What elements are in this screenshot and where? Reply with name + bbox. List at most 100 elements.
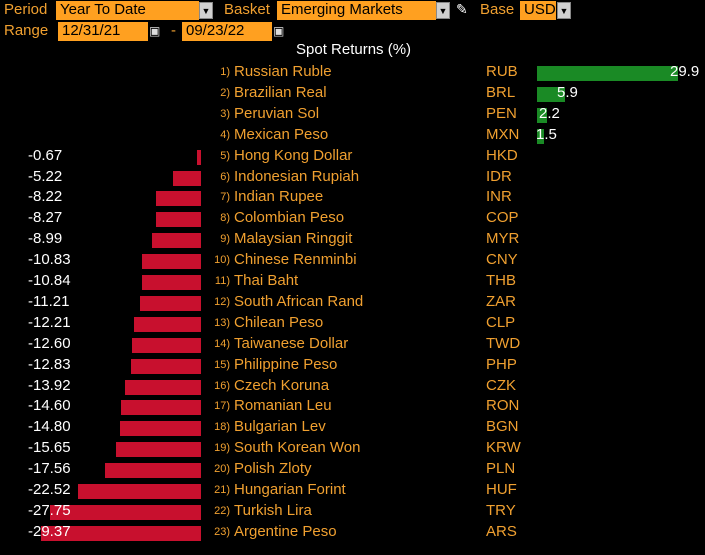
- negative-bar: [142, 254, 201, 269]
- row-currency-name[interactable]: Brazilian Real: [234, 84, 327, 101]
- row-currency-name[interactable]: Polish Zloty: [234, 460, 312, 477]
- negative-bar: [134, 317, 201, 332]
- positive-bar: [537, 129, 544, 144]
- row-currency-name[interactable]: Hong Kong Dollar: [234, 147, 353, 164]
- row-value-label: -5.22: [28, 168, 63, 185]
- range-dash: -: [171, 22, 176, 39]
- row-currency-name[interactable]: Turkish Lira: [234, 502, 312, 519]
- basket-select[interactable]: Emerging Markets: [277, 1, 436, 20]
- row-currency-name[interactable]: Bulgarian Lev: [234, 418, 326, 435]
- row-currency-code: HKD: [486, 147, 518, 164]
- row-rank: 7): [220, 191, 230, 203]
- row-rank: 19): [214, 442, 230, 454]
- row-value-label: -8.27: [28, 209, 63, 226]
- row-currency-code: ZAR: [486, 293, 516, 310]
- positive-bar: [537, 108, 547, 123]
- row-currency-code: BRL: [486, 84, 516, 101]
- negative-bar: [173, 171, 201, 186]
- row-currency-code: RUB: [486, 63, 518, 80]
- row-value-label: -11.21: [28, 293, 70, 310]
- range-end-input[interactable]: 09/23/22: [182, 22, 272, 41]
- period-dropdown-icon[interactable]: ▼: [199, 2, 213, 19]
- row-currency-name[interactable]: Chilean Peso: [234, 314, 324, 331]
- row-rank: 5): [220, 150, 230, 162]
- row-currency-name[interactable]: Indonesian Rupiah: [234, 168, 360, 185]
- row-rank: 14): [214, 338, 230, 350]
- row-rank: 13): [214, 317, 230, 329]
- range-label: Range: [4, 22, 49, 39]
- row-value-label: -27.75: [28, 502, 71, 519]
- row-currency-code: ARS: [486, 523, 517, 540]
- negative-bar: [140, 296, 201, 311]
- row-currency-name[interactable]: Malaysian Ringgit: [234, 230, 353, 247]
- edit-pencil-icon[interactable]: ✎: [456, 1, 468, 17]
- row-currency-code: COP: [486, 209, 519, 226]
- base-select[interactable]: USD: [520, 1, 556, 20]
- row-currency-code: IDR: [486, 168, 512, 185]
- row-rank: 4): [220, 129, 230, 141]
- period-select[interactable]: Year To Date: [56, 1, 199, 20]
- negative-bar: [121, 400, 201, 415]
- row-currency-name[interactable]: Hungarian Forint: [234, 481, 346, 498]
- negative-bar: [78, 484, 201, 499]
- row-value-label: -8.99: [28, 230, 63, 247]
- row-currency-name[interactable]: Romanian Leu: [234, 397, 332, 414]
- period-label: Period: [4, 1, 48, 18]
- row-value-label: -0.67: [28, 147, 63, 164]
- base-dropdown-icon[interactable]: ▼: [557, 2, 571, 19]
- row-currency-name[interactable]: Colombian Peso: [234, 209, 345, 226]
- calendar-icon[interactable]: ▣: [273, 24, 285, 38]
- row-currency-code: PHP: [486, 356, 517, 373]
- row-currency-name[interactable]: South African Rand: [234, 293, 364, 310]
- row-currency-name[interactable]: Peruvian Sol: [234, 105, 320, 122]
- row-currency-code: CNY: [486, 251, 518, 268]
- row-rank: 6): [220, 171, 230, 183]
- row-currency-name[interactable]: Philippine Peso: [234, 356, 338, 373]
- range-start-input[interactable]: 12/31/21: [58, 22, 148, 41]
- negative-bar: [142, 275, 201, 290]
- row-value-label: -12.60: [28, 335, 71, 352]
- row-currency-name[interactable]: Mexican Peso: [234, 126, 329, 143]
- row-currency-code: RON: [486, 397, 520, 414]
- chart-title: Spot Returns (%): [296, 41, 412, 58]
- row-currency-code: MYR: [486, 230, 520, 247]
- row-value-label: 5.9: [557, 84, 578, 101]
- negative-bar: [41, 526, 201, 541]
- row-value-label: -14.80: [28, 418, 71, 435]
- row-value-label: -8.22: [28, 188, 63, 205]
- row-currency-name[interactable]: Chinese Renminbi: [234, 251, 357, 268]
- row-rank: 23): [214, 526, 230, 538]
- row-currency-name[interactable]: South Korean Won: [234, 439, 361, 456]
- row-rank: 1): [220, 66, 230, 78]
- row-currency-code: KRW: [486, 439, 521, 456]
- calendar-icon[interactable]: ▣: [149, 24, 161, 38]
- row-value-label: -15.65: [28, 439, 71, 456]
- row-value-label: -12.21: [28, 314, 71, 331]
- row-value-label: -29.37: [28, 523, 71, 540]
- row-value-label: -22.52: [28, 481, 71, 498]
- row-currency-name[interactable]: Czech Koruna: [234, 377, 330, 394]
- basket-label: Basket: [224, 1, 270, 18]
- row-rank: 8): [220, 212, 230, 224]
- row-rank: 2): [220, 87, 230, 99]
- row-rank: 10): [214, 254, 230, 266]
- negative-bar: [105, 463, 201, 478]
- row-currency-code: PEN: [486, 105, 517, 122]
- row-rank: 11): [214, 275, 230, 287]
- row-currency-name[interactable]: Argentine Peso: [234, 523, 337, 540]
- row-currency-code: THB: [486, 272, 516, 289]
- row-rank: 22): [214, 505, 230, 517]
- row-currency-code: TRY: [486, 502, 516, 519]
- row-currency-name[interactable]: Taiwanese Dollar: [234, 335, 349, 352]
- row-rank: 15): [214, 359, 230, 371]
- row-currency-code: PLN: [486, 460, 516, 477]
- row-currency-code: CLP: [486, 314, 516, 331]
- row-currency-name[interactable]: Indian Rupee: [234, 188, 324, 205]
- row-currency-name[interactable]: Russian Ruble: [234, 63, 332, 80]
- row-rank: 17): [214, 400, 230, 412]
- row-currency-code: HUF: [486, 481, 517, 498]
- row-rank: 18): [214, 421, 230, 433]
- basket-dropdown-icon[interactable]: ▼: [436, 2, 450, 19]
- negative-bar: [156, 212, 201, 227]
- row-currency-name[interactable]: Thai Baht: [234, 272, 299, 289]
